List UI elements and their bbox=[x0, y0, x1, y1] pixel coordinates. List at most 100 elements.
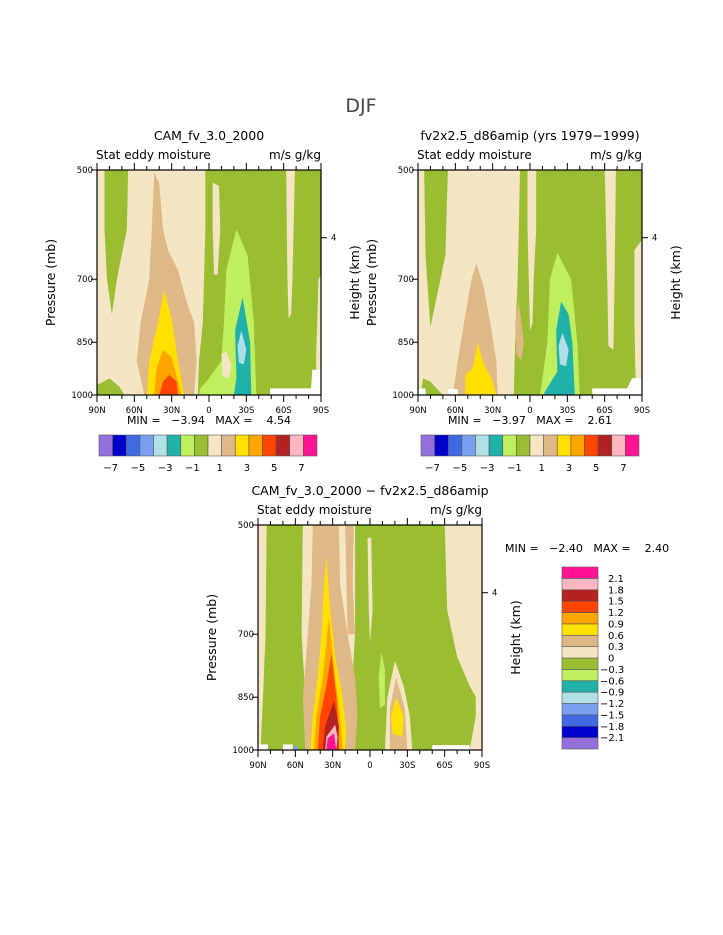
colorbar-box bbox=[584, 434, 599, 457]
colorbar-box bbox=[275, 434, 291, 457]
colorbar-box bbox=[516, 434, 531, 457]
colorbar-label: −0.6 bbox=[600, 676, 624, 687]
page-title: DJF bbox=[345, 95, 376, 117]
contour-region bbox=[527, 170, 537, 331]
y-axis-label: Pressure (mb) bbox=[364, 239, 379, 326]
y-tick-label: 700 bbox=[398, 275, 414, 285]
contour-region bbox=[326, 733, 337, 750]
colorbar-box bbox=[166, 434, 182, 457]
colorbar-box bbox=[561, 646, 599, 659]
y-axis-label: Pressure (mb) bbox=[204, 594, 219, 681]
y-axis-label: Pressure (mb) bbox=[43, 239, 58, 326]
colorbar-label: −1 bbox=[185, 463, 200, 474]
panel-title: CAM_fv_3.0_2000 − fv2x2.5_d86amip bbox=[251, 483, 488, 498]
colorbar-label: 1.8 bbox=[608, 585, 624, 596]
colorbar-box bbox=[561, 714, 599, 727]
colorbar-box bbox=[561, 566, 599, 579]
contour-panel-3: CAM_fv_3.0_2000 − fv2x2.5_d86amip Stat ed… bbox=[204, 483, 669, 771]
colorbar-label: −7 bbox=[103, 463, 118, 474]
colorbar-box bbox=[447, 434, 463, 457]
contour-region bbox=[424, 170, 448, 328]
contour-region bbox=[432, 745, 470, 750]
colorbar-box bbox=[561, 703, 599, 716]
colorbar-label: 1 bbox=[216, 463, 222, 474]
contour-region bbox=[212, 182, 221, 275]
contour-region bbox=[452, 263, 498, 395]
colorbar-box bbox=[529, 434, 544, 457]
contour-region bbox=[447, 389, 458, 395]
x-tick-label: 60S bbox=[437, 761, 453, 771]
colorbar-label: −1 bbox=[507, 463, 522, 474]
contour-region bbox=[282, 744, 293, 750]
contour-region bbox=[221, 351, 232, 379]
colorbar-box bbox=[561, 612, 599, 625]
x-tick-label: 90N bbox=[409, 406, 426, 416]
panel-subtitle-right: m/s g/kg bbox=[590, 148, 642, 162]
contour-region bbox=[146, 290, 185, 395]
contour-region bbox=[316, 274, 321, 395]
colorbar-label: 1 bbox=[538, 463, 544, 474]
panel-subtitle-right: m/s g/kg bbox=[269, 148, 321, 162]
colorbar-box bbox=[461, 434, 476, 457]
colorbar-box bbox=[262, 434, 277, 457]
colorbar-box bbox=[561, 737, 599, 750]
contour-region bbox=[294, 746, 298, 750]
right-axis-label: Height (km) bbox=[347, 245, 362, 319]
plot-area bbox=[97, 170, 321, 395]
colorbar-box bbox=[234, 434, 250, 457]
colorbar-box bbox=[543, 434, 558, 457]
colorbar-box bbox=[561, 691, 599, 704]
colorbar-label: −0.9 bbox=[600, 688, 624, 699]
contour-region bbox=[286, 170, 295, 319]
colorbar-label: −2.1 bbox=[600, 733, 624, 744]
y-tick-label: 1000 bbox=[232, 746, 254, 756]
contour-region bbox=[420, 378, 443, 395]
colorbar-label: 0.9 bbox=[608, 619, 624, 630]
contour-region bbox=[104, 170, 129, 315]
plot-area bbox=[258, 525, 482, 750]
colorbar-label: −3 bbox=[158, 463, 173, 474]
contour-region bbox=[558, 332, 569, 367]
colorbar-box bbox=[556, 434, 572, 457]
contour-region bbox=[136, 173, 197, 395]
y-tick-label: 500 bbox=[238, 521, 254, 531]
x-tick-label: 60S bbox=[597, 406, 613, 416]
min-max-stats: MIN = −2.40 MAX = 2.40 bbox=[505, 542, 669, 555]
contour-region bbox=[270, 369, 321, 395]
colorbar-box bbox=[153, 434, 168, 457]
colorbar-label: 3 bbox=[244, 463, 250, 474]
colorbar-label: 1.2 bbox=[608, 608, 624, 619]
colorbar-box bbox=[597, 434, 613, 457]
x-tick-label: 60N bbox=[126, 406, 143, 416]
colorbar-label: 7 bbox=[298, 463, 304, 474]
panel-title: CAM_fv_3.0_2000 bbox=[154, 128, 264, 143]
colorbar-box bbox=[502, 434, 517, 457]
contour-region bbox=[391, 697, 404, 737]
colorbar-box bbox=[570, 434, 585, 457]
y-tick-label: 700 bbox=[77, 275, 93, 285]
x-tick-label: 0 bbox=[527, 406, 532, 416]
panel-subtitle-left: Stat eddy moisture bbox=[257, 503, 372, 517]
y-tick-label: 500 bbox=[77, 166, 93, 176]
colorbar-box bbox=[180, 434, 195, 457]
colorbar-label: 1.5 bbox=[608, 597, 624, 608]
contour-region bbox=[634, 239, 642, 395]
colorbar-box bbox=[611, 434, 626, 457]
x-tick-label: 60N bbox=[447, 406, 464, 416]
panel-subtitle-left: Stat eddy moisture bbox=[417, 148, 532, 162]
x-tick-label: 30S bbox=[399, 761, 415, 771]
colorbar-box bbox=[248, 434, 263, 457]
y-tick-label: 500 bbox=[398, 166, 414, 176]
colorbar-box bbox=[221, 434, 236, 457]
contour-panel-2: fv2x2.5_d86amip (yrs 1979−1999) Stat eddy… bbox=[364, 128, 683, 474]
x-tick-label: 90N bbox=[88, 406, 105, 416]
colorbar-box bbox=[98, 434, 113, 457]
x-tick-label: 0 bbox=[367, 761, 372, 771]
contour-region bbox=[159, 374, 178, 395]
x-tick-label: 90S bbox=[634, 406, 650, 416]
contour-region bbox=[345, 525, 476, 750]
x-tick-label: 0 bbox=[206, 406, 211, 416]
contour-region bbox=[465, 342, 497, 395]
colorbar-label: 2.1 bbox=[608, 574, 624, 585]
colorbar-box bbox=[561, 623, 599, 636]
